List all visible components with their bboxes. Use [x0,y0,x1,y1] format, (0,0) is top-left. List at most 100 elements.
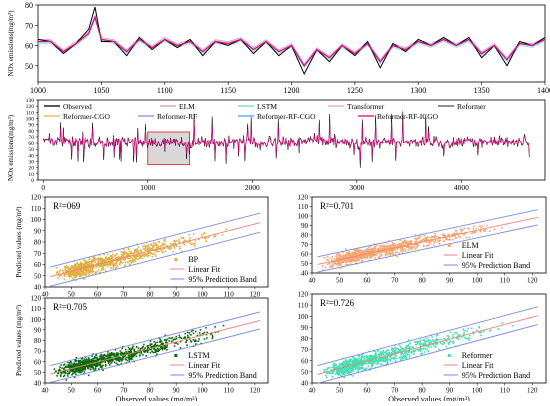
scatter-point [144,245,146,247]
scatter-point [129,264,131,266]
scatter-point [408,344,410,346]
scatter-point [109,357,112,359]
scatter-point [435,346,437,348]
scatter-point [79,274,82,277]
scatter-point [463,336,466,339]
scatter-point [371,360,374,362]
scatter-point [65,273,68,276]
scatter-point [468,236,471,239]
scatter-point [447,337,450,339]
scatter-point [94,355,96,358]
scatter-point [190,341,193,343]
scatter-point [109,258,111,260]
scatter-point [110,256,113,258]
scatter-point [345,248,347,250]
scatter-point [85,272,88,275]
scatter-point [101,263,104,266]
scatter-point [360,367,363,370]
scatter-point [413,243,416,246]
scatter-point [416,246,418,248]
scatter-point [153,348,156,350]
x-tick-label-scatter: 40 [42,387,50,395]
scatter-point [408,351,411,353]
scatter-point [436,342,439,344]
scatter-point [393,358,396,360]
plot-frame-full [37,99,546,181]
scatter-point [391,251,394,253]
scatter-point [501,227,503,229]
scatter-point [189,237,191,239]
scatter-point [159,338,161,341]
scatter-point [164,339,167,341]
scatter-point [109,267,112,269]
scatter-point [368,257,371,259]
scatter-point [144,347,146,349]
scatter-point [87,272,90,275]
scatter-point [87,367,90,369]
scatter-point [363,368,366,371]
scatter-point [401,351,403,354]
scatter-point [346,253,349,256]
scatter-point [355,248,357,251]
scatter-point [156,247,159,249]
scatter-point [160,344,162,346]
scatter-point [351,251,354,254]
scatter-point [400,346,402,348]
scatter-point [63,274,66,276]
scatter-point [448,341,451,344]
scatter-point [468,228,471,230]
scatter-point [462,328,465,331]
scatter-point [393,242,395,245]
legend-label: 95% Prediction Band [188,275,256,284]
scatter-point [99,361,101,363]
scatter-point [347,371,349,373]
scatter-point [411,248,414,250]
scatter-point [149,348,151,351]
scatter-point [67,364,70,366]
scatter-point [384,357,387,359]
scatter-point [80,273,82,276]
scatter-point [426,348,429,351]
scatter-point [398,242,401,245]
scatter-point [60,274,63,276]
scatter-point [133,355,135,357]
scatter-point [366,256,368,258]
scatter-point [454,232,456,235]
scatter-point [371,254,373,257]
scatter-point [89,365,92,368]
scatter-point [107,354,109,357]
scatter-point [185,239,187,242]
scatter-point [65,269,68,271]
scatter-point [356,359,359,362]
scatter-point [404,348,406,351]
scatter-point [107,351,109,353]
scatter-point [352,375,354,377]
scatter-point [387,349,390,351]
scatter-point [130,353,132,355]
scatter-point [427,236,429,238]
scatter-point [432,343,434,346]
scatter-point [426,340,428,342]
scatter-point [71,365,74,367]
scatter-point [332,364,335,367]
scatter-point [133,256,136,259]
scatter-point [75,264,78,267]
scatter-point [394,344,396,347]
scatter-point [170,337,172,340]
scatter-point [389,359,392,362]
scatter-point [427,346,430,348]
scatter-points [55,228,227,282]
scatter-point [136,255,138,258]
scatter-point [346,367,348,369]
scatter-point [364,257,366,259]
scatter-point [415,248,417,250]
scatter-point [89,368,92,371]
scatter-point [129,259,132,262]
scatter-point [331,260,334,263]
scatter-point [82,273,85,275]
scatter-point [401,347,403,350]
scatter-point [97,269,100,271]
y-axis-label-scatter: Predicted values (mg/m³) [15,206,23,278]
scatter-point [209,333,212,335]
y-tick-label-scatter: 50 [301,368,309,376]
